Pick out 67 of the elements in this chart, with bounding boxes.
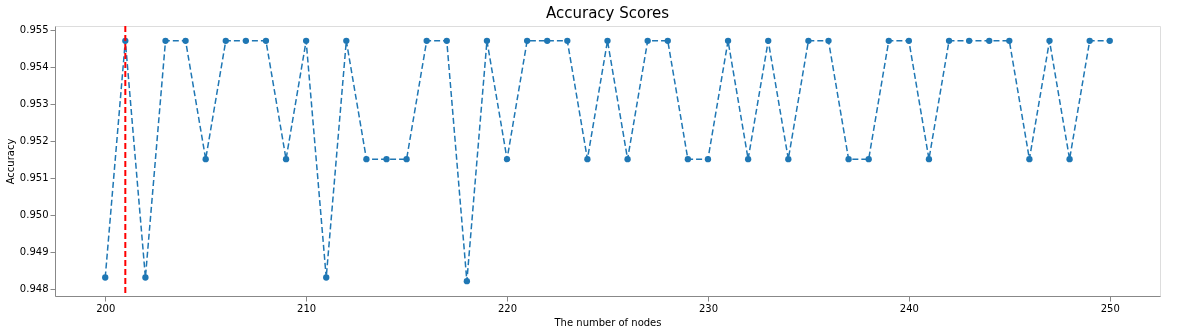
point: [523, 37, 531, 44]
point: [986, 37, 993, 44]
point: [1106, 37, 1113, 44]
point: [544, 37, 551, 44]
point: [443, 37, 450, 44]
point: [664, 37, 671, 44]
point: [604, 37, 611, 44]
y-tick-label: 0.949: [19, 246, 49, 258]
y-tick-label: 0.950: [19, 209, 49, 221]
point: [483, 37, 491, 44]
y-tick-label: 0.952: [19, 135, 49, 147]
x-tick-label: 250: [1100, 302, 1120, 314]
point: [885, 37, 892, 44]
point: [463, 278, 471, 285]
point: [503, 155, 511, 163]
point: [945, 37, 953, 44]
point: [383, 155, 390, 163]
chart-title: Accuracy Scores: [545, 3, 670, 22]
y-tick-label: 0.953: [19, 98, 49, 110]
y-tick-label: 0.954: [19, 61, 49, 73]
point: [785, 155, 792, 163]
point: [805, 37, 812, 44]
point: [564, 37, 571, 44]
point: [363, 155, 370, 163]
x-tick-label: 230: [698, 302, 718, 314]
point: [624, 155, 631, 163]
y-tick-label: 0.951: [19, 172, 49, 184]
point: [242, 37, 250, 44]
point: [584, 155, 591, 163]
point: [262, 37, 270, 44]
point: [724, 37, 732, 44]
point: [644, 37, 651, 44]
point: [905, 37, 913, 44]
point: [202, 155, 209, 163]
x-tick-label: 220: [498, 302, 518, 314]
point: [423, 37, 430, 44]
point: [744, 155, 752, 163]
point: [102, 274, 109, 281]
point: [162, 37, 169, 44]
point: [865, 155, 872, 163]
y-tick-label: 0.955: [19, 24, 49, 36]
point: [825, 37, 832, 44]
point: [403, 155, 410, 163]
y-axis-title: Accuracy: [4, 138, 16, 185]
point: [1046, 37, 1053, 44]
x-tick-label: 210: [297, 302, 317, 314]
x-tick-label: 240: [899, 302, 919, 314]
point: [765, 37, 772, 44]
point: [704, 155, 712, 163]
point: [282, 155, 290, 163]
point: [845, 155, 852, 163]
point: [965, 37, 973, 44]
y-tick-label: 0.948: [19, 283, 49, 295]
x-tick-label: 200: [96, 302, 116, 314]
point: [1086, 37, 1093, 44]
point: [222, 37, 229, 44]
point: [925, 155, 933, 163]
x-axis-title: The number of nodes: [553, 316, 662, 328]
point: [142, 274, 149, 281]
point: [1066, 155, 1073, 163]
point: [323, 274, 330, 281]
point: [182, 37, 189, 44]
point: [684, 155, 692, 163]
point: [343, 37, 350, 44]
point: [302, 37, 310, 44]
point: [1006, 37, 1013, 44]
point: [1026, 155, 1033, 163]
